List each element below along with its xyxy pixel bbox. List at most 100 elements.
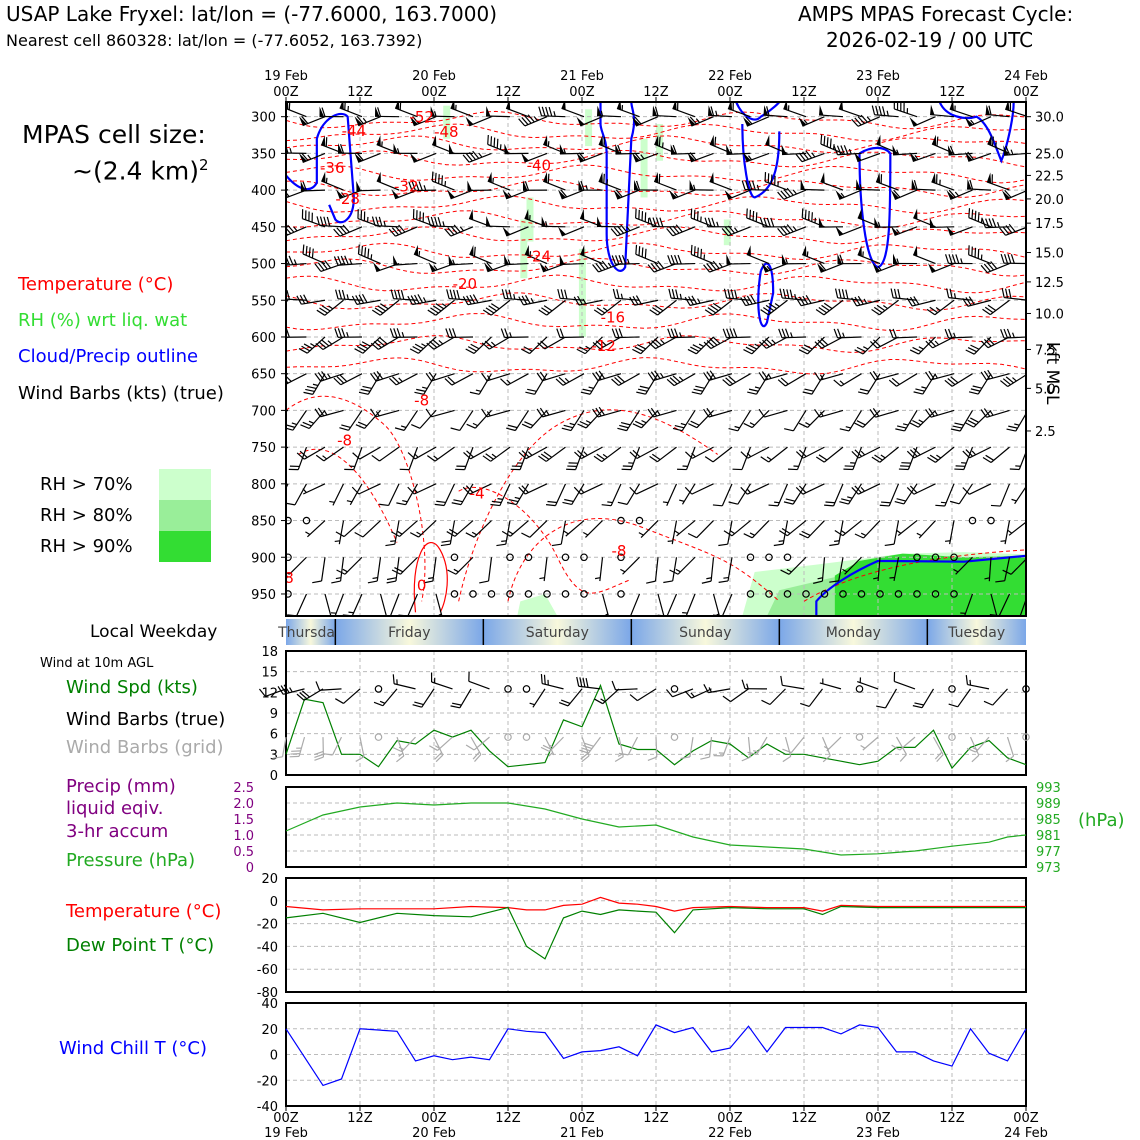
barb-staff: [626, 410, 641, 431]
section-wind-barb: [854, 152, 881, 163]
barb-full: [839, 254, 844, 264]
barb-full: [693, 209, 696, 220]
barb-full: [490, 503, 500, 507]
section-wind-barb: [506, 590, 514, 598]
barb-full: [407, 486, 415, 495]
barb-half: [954, 191, 960, 197]
barb-full: [785, 328, 790, 338]
section-wind-barb: [482, 446, 511, 462]
barb-half: [902, 423, 909, 426]
wind10-barb-true: [800, 688, 823, 707]
barb-staff: [419, 409, 437, 429]
section-wind-barb: [543, 590, 551, 598]
barb-staff: [534, 373, 548, 395]
section-wind-barb: [647, 407, 677, 418]
barb-full: [500, 328, 506, 338]
barb-half: [506, 379, 511, 384]
top-time-tick-label: 12Z: [643, 85, 669, 100]
barb-full: [1005, 145, 1011, 156]
barb-staff: [542, 409, 566, 418]
barb-full: [974, 210, 977, 221]
barb-full: [980, 340, 989, 349]
barb-staff: [848, 483, 863, 505]
barb-staff: [578, 685, 601, 690]
wind10-barb-grid: [504, 733, 512, 741]
barb-staff: [820, 262, 844, 273]
barb-half: [660, 339, 665, 345]
temp-contour: [286, 210, 1026, 229]
barb-flag: [450, 102, 455, 110]
barb-full: [770, 217, 775, 228]
barb-full: [323, 216, 327, 227]
barb-staff: [949, 520, 955, 545]
barb-staff: [414, 446, 437, 460]
section-wind-barb: [636, 373, 659, 395]
barb-full: [1005, 376, 1014, 384]
barb-staff: [601, 446, 622, 463]
barb-staff: [672, 189, 696, 200]
section-wind-barb: [726, 144, 751, 155]
barb-full: [802, 151, 809, 160]
barb-flag: [726, 254, 731, 265]
barb-full: [741, 756, 751, 762]
section-wind-barb: [352, 446, 381, 460]
barb-full: [815, 309, 825, 316]
section-wind-barb: [286, 410, 307, 431]
barb-half: [341, 192, 346, 198]
calm-marker: [968, 516, 977, 525]
barb-full: [948, 189, 956, 198]
barb-full: [541, 106, 546, 117]
barb-full: [982, 457, 992, 464]
barb-full: [799, 449, 807, 457]
calm-marker: [617, 590, 625, 598]
barb-full: [740, 451, 749, 459]
barb-staff: [969, 736, 980, 756]
barb-full: [370, 408, 377, 418]
barb-full: [704, 456, 714, 463]
barb-full: [784, 428, 794, 432]
barb-staff: [486, 373, 511, 382]
barb-full: [724, 226, 732, 235]
kft-tick-label: 7.5: [1035, 343, 1056, 358]
barb-full: [298, 348, 308, 354]
barb-half: [995, 142, 997, 148]
section-wind-barb: [965, 409, 992, 428]
barb-half: [940, 501, 947, 504]
barb-full: [634, 346, 644, 352]
barb-half: [766, 456, 772, 461]
barb-full: [897, 425, 907, 429]
barb-staff: [525, 446, 548, 460]
barb-flag: [428, 262, 437, 272]
barb-full: [709, 338, 718, 346]
barb-staff: [541, 115, 566, 118]
section-wind-barb: [765, 553, 773, 562]
barb-full: [426, 455, 436, 462]
barb-full: [435, 303, 445, 310]
barb-staff: [435, 593, 443, 616]
barb-full: [691, 391, 702, 395]
barb-full: [370, 373, 377, 382]
barb-full: [726, 328, 731, 338]
barb-full: [685, 451, 693, 459]
barb-staff: [362, 520, 381, 538]
barb-full: [779, 288, 783, 299]
barb-half: [335, 577, 342, 580]
section-wind-barb: [299, 115, 326, 127]
barb-half: [379, 700, 386, 704]
barb-full: [555, 378, 564, 386]
section-wind-barb: [1010, 597, 1026, 616]
barb-half: [422, 386, 428, 390]
wind10-barb-true: [540, 674, 564, 690]
barb-full: [856, 346, 866, 353]
section-wind-barb: [594, 557, 604, 582]
barb-staff: [561, 107, 585, 118]
barb-full: [856, 420, 866, 426]
calm-marker: [802, 590, 810, 598]
barb-full: [316, 309, 326, 316]
barb-full: [579, 749, 589, 754]
wind10-barb-true: [430, 672, 453, 690]
barb-full: [990, 504, 1001, 507]
precip-tick-left: 0.5: [233, 845, 254, 860]
section-wind-barb: [314, 407, 344, 418]
barb-staff: [514, 410, 530, 431]
